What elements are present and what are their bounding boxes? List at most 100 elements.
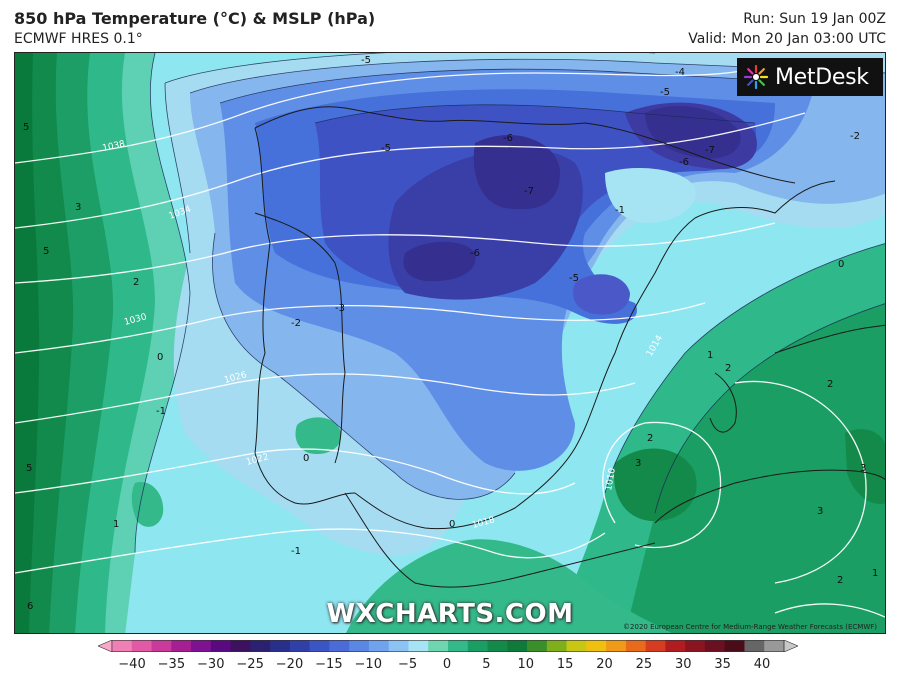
colorbar-segment <box>131 640 153 652</box>
model-name: ECMWF HRES 0.1° <box>14 31 143 47</box>
temp-label: 3 <box>75 202 81 213</box>
coastline-sardinia-south <box>654 469 885 524</box>
temp-label: 2 <box>133 277 139 288</box>
temp-zone-west-blob <box>131 482 164 527</box>
temp-zone-east-3 <box>845 429 885 504</box>
temp-zone-m7b <box>645 105 741 159</box>
temp-zone-east-2 <box>613 448 697 522</box>
ecmwf-copyright: ©2020 European Centre for Medium-Range W… <box>623 623 877 631</box>
colorbar-segment <box>309 640 330 652</box>
colorbar-segment <box>210 640 232 652</box>
colorbar-tick-label: −40 <box>118 657 146 672</box>
colorbar-segment <box>764 640 785 652</box>
colorbar-segment <box>270 640 291 652</box>
temp-label: 0 <box>838 259 844 270</box>
isobar-line <box>774 603 885 618</box>
metdesk-logo-icon <box>743 64 769 90</box>
colorbar-segment <box>171 640 192 652</box>
coastline-africa <box>344 492 656 588</box>
colorbar-segment <box>507 640 528 652</box>
temp-label: -1 <box>615 205 625 216</box>
isobar-line <box>602 421 722 549</box>
run-time: Run: Sun 19 Jan 00Z <box>743 11 886 27</box>
temp-label: 5 <box>26 463 32 474</box>
temp-label: -3 <box>335 303 345 314</box>
border-portugal <box>254 212 346 464</box>
coastline-france <box>694 180 836 219</box>
isobar-line <box>15 222 776 284</box>
temperature-colorbar <box>98 640 798 652</box>
colorbar-segment <box>428 640 449 652</box>
colorbar-segment <box>487 640 508 652</box>
weather-map: -5 -4 -5 -2 -6 -7 -7 -5 -6 -1 -6 -5 0 -3… <box>14 52 886 634</box>
temperature-labels: -5 -4 -5 -2 -6 -7 -7 -5 -6 -1 -6 -5 0 -3… <box>23 55 878 612</box>
temp-label: 3 <box>635 458 641 469</box>
temp-label: 2 <box>725 363 731 374</box>
temp-label: 3 <box>817 506 823 517</box>
colorbar-segment <box>645 640 666 652</box>
colorbar-segment <box>230 640 251 652</box>
colorbar-segment <box>527 640 548 652</box>
metdesk-logo: MetDesk <box>737 58 883 96</box>
colorbar-segment <box>744 640 765 652</box>
isobar-line <box>15 62 776 164</box>
isobar-line <box>15 448 576 495</box>
colorbar-tick-label: −25 <box>236 657 264 672</box>
isobar-line <box>15 373 636 424</box>
colorbar-segment <box>586 640 607 652</box>
temp-label: 6 <box>27 601 33 612</box>
colorbar-segment <box>151 640 172 652</box>
colorbar-tick-label: 10 <box>517 657 535 672</box>
contour-line <box>164 82 191 254</box>
colorbar-arrow-left <box>98 640 113 652</box>
temp-zone-m6c <box>573 274 630 315</box>
colorbar-tick-label: −15 <box>315 657 343 672</box>
temp-label: -6 <box>679 157 689 168</box>
colorbar-segment <box>566 640 587 652</box>
temp-zone-east-1 <box>625 303 885 633</box>
pressure-label: 1038 <box>102 139 127 154</box>
colorbar-tick-label: 25 <box>635 657 653 672</box>
colorbar-segment <box>349 640 370 652</box>
temp-label: 3 <box>860 463 866 474</box>
temp-label: 0 <box>157 352 163 363</box>
colorbar-outline <box>111 640 785 652</box>
contour-line <box>164 53 655 84</box>
colorbar-tick-label: 5 <box>482 657 491 672</box>
colorbar-segment <box>448 640 469 652</box>
contour-line <box>189 58 885 94</box>
temp-label: -5 <box>569 273 579 284</box>
temp-label: 2 <box>827 379 833 390</box>
isobar-line <box>734 380 867 584</box>
coastline-italy <box>774 324 885 354</box>
colorbar-tick-label: 30 <box>674 657 692 672</box>
temp-label: -5 <box>361 55 371 66</box>
coastline-corsica <box>709 372 737 433</box>
contour-line <box>604 243 885 494</box>
isobar-line <box>15 112 806 229</box>
valid-time: Valid: Mon 20 Jan 03:00 UTC <box>688 31 886 47</box>
temp-zone-south <box>346 539 672 633</box>
colorbar-tick-label: 20 <box>596 657 613 672</box>
contour-line <box>219 68 816 104</box>
contour-line <box>212 232 516 500</box>
temp-label: 0 <box>303 453 309 464</box>
colorbar-tick-label: −5 <box>398 657 418 672</box>
temp-label: -7 <box>705 145 715 156</box>
temp-label: -2 <box>291 318 301 329</box>
colorbar-segment <box>250 640 271 652</box>
colorbar-segment <box>546 640 568 652</box>
metdesk-logo-text: MetDesk <box>775 64 869 90</box>
contour-line <box>314 104 756 124</box>
colorbar-segment <box>625 640 647 652</box>
colorbar-tick-label: −10 <box>354 657 382 672</box>
colorbar-segment <box>112 640 133 652</box>
temp-label: 2 <box>647 433 653 444</box>
temp-label: -6 <box>503 133 513 144</box>
chart-title: 850 hPa Temperature (°C) & MSLP (hPa) <box>14 9 376 28</box>
colorbar-tick-label: −30 <box>197 657 225 672</box>
colorbar-tick-label: 15 <box>556 657 574 672</box>
temp-label: -1 <box>291 546 301 557</box>
colorbar-segment <box>191 640 212 652</box>
